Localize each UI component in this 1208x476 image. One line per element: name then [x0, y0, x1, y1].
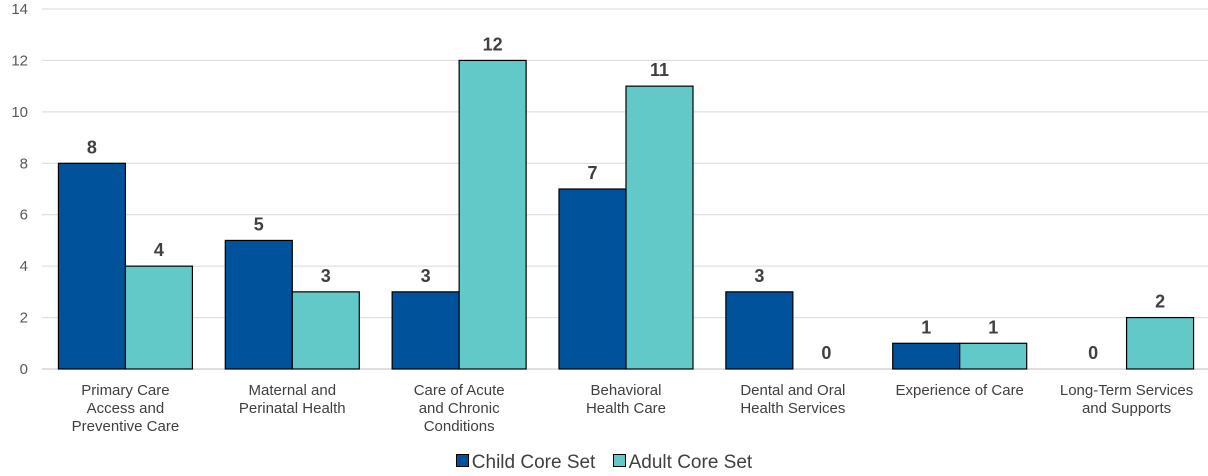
category-label: Maternal and Perinatal Health [239, 382, 346, 417]
y-tick-label: 6 [20, 207, 28, 224]
category-label: Experience of Care [896, 382, 1024, 399]
data-label: 2 [1155, 292, 1165, 312]
y-axis-ticks: 0 2 4 6 8 10 12 14 [11, 1, 28, 378]
category-label-line: Conditions [424, 418, 495, 435]
category-label-line: Maternal and [249, 382, 337, 399]
bar-child [224, 239, 293, 370]
category-label-line: Preventive Care [72, 418, 180, 435]
category-label: Long-Term Services and Supports [1060, 382, 1193, 417]
category-label: Primary Care Access and Preventive Care [72, 382, 180, 435]
data-label: 1 [988, 317, 998, 337]
bar-child [558, 188, 627, 370]
data-label: 11 [650, 60, 669, 80]
y-tick-label: 8 [20, 155, 28, 172]
category-label-line: and Supports [1082, 400, 1171, 417]
bar-adult [291, 291, 360, 370]
category-label-line: Behavioral [591, 382, 662, 399]
category-label-line: Access and [87, 400, 165, 417]
y-tick-label: 4 [20, 258, 28, 275]
bar-child [892, 342, 961, 370]
bar-adult [959, 342, 1028, 370]
bar-adult [1125, 316, 1195, 370]
bar-child [57, 162, 127, 370]
y-tick-label: 2 [20, 310, 28, 327]
data-label: 3 [421, 266, 431, 286]
legend-item-adult: Adult Core Set [612, 452, 753, 474]
category-label-line: and Chronic [419, 400, 500, 417]
bars [57, 59, 1195, 370]
data-label: 1 [921, 317, 931, 337]
category-label-line: Perinatal Health [239, 400, 346, 417]
legend-swatch-adult [612, 454, 626, 467]
bar-adult [124, 265, 194, 370]
bar-child [725, 291, 794, 370]
legend-swatch-child [455, 454, 469, 467]
bar-child [391, 291, 460, 370]
category-label-line: Health Care [586, 400, 666, 417]
y-tick-label: 12 [11, 52, 28, 69]
legend-item-child: Child Core Set [455, 452, 596, 474]
bar-adult [625, 85, 694, 370]
x-axis-categories: Primary Care Access and Preventive Care Mat… [72, 382, 1194, 435]
category-label-line: Care of Acute [414, 382, 505, 399]
legend-label-adult: Adult Core Set [628, 452, 753, 473]
data-label: 3 [321, 266, 331, 286]
data-label: 3 [754, 266, 764, 286]
category-label-line: Experience of Care [896, 382, 1024, 399]
data-label: 5 [254, 214, 264, 234]
legend-label-child: Child Core Set [471, 452, 596, 473]
data-label: 7 [587, 163, 597, 183]
category-label-line: Primary Care [81, 382, 169, 399]
category-label: Care of Acute and Chronic Conditions [414, 382, 505, 435]
category-label-line: Health Services [740, 400, 845, 417]
data-label: 0 [821, 343, 831, 363]
category-label-line: Long-Term Services [1060, 382, 1193, 399]
legend: Child Core Set Adult Core Set [0, 452, 1208, 474]
bar-adult [458, 59, 527, 370]
y-tick-label: 0 [20, 361, 28, 378]
data-label: 0 [1088, 343, 1098, 363]
y-tick-label: 14 [11, 1, 28, 18]
data-label: 8 [87, 137, 97, 157]
data-label: 12 [483, 34, 503, 54]
category-label: Behavioral Health Care [586, 382, 666, 417]
y-tick-label: 10 [11, 104, 28, 121]
category-label-line: Dental and Oral [740, 382, 845, 399]
data-label: 4 [154, 240, 164, 260]
category-label: Dental and Oral Health Services [740, 382, 845, 417]
